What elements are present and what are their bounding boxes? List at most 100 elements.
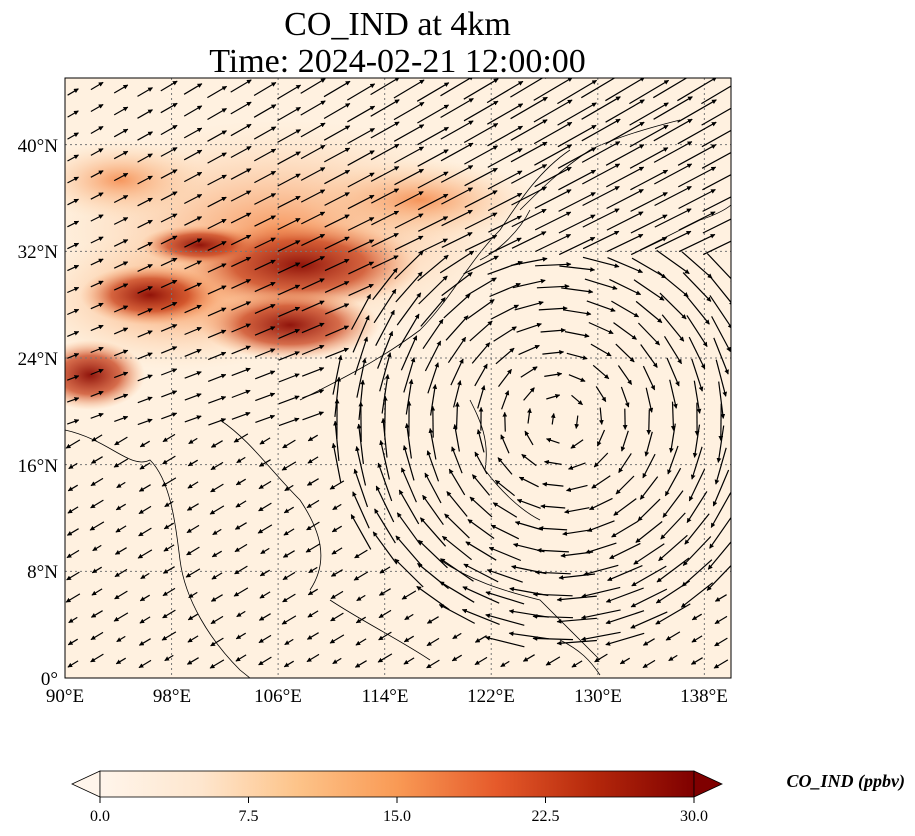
wind-vector <box>66 571 80 581</box>
wind-vector <box>258 613 271 621</box>
wind-vector <box>160 257 178 267</box>
wind-vector <box>210 615 224 625</box>
wind-vector <box>138 659 152 669</box>
wind-vector <box>254 370 276 380</box>
wind-vector <box>516 498 541 509</box>
colorbar-tick-label-15: 15.0 <box>383 808 411 825</box>
wind-vector <box>137 264 153 272</box>
wind-vector <box>605 632 645 646</box>
wind-vector <box>67 660 79 668</box>
wind-vector <box>642 659 656 669</box>
wind-vector <box>521 453 537 467</box>
wind-vector <box>207 329 227 339</box>
wind-vector <box>355 638 367 646</box>
wind-vector <box>307 434 319 442</box>
wind-vector <box>231 279 252 289</box>
wind-vector <box>137 131 153 141</box>
wind-vector <box>463 100 499 122</box>
wind-vector <box>207 107 227 121</box>
wind-vector <box>469 320 493 342</box>
wind-vector <box>160 147 178 157</box>
wind-vector <box>464 234 498 252</box>
wind-vector <box>701 85 731 105</box>
wind-vector <box>646 409 652 435</box>
wind-vector <box>637 322 661 346</box>
wind-vector <box>469 496 493 518</box>
wind-vector <box>595 386 607 403</box>
wind-vector <box>230 145 252 159</box>
wind-vector <box>65 439 81 449</box>
lat-tick-label-32: 32°N <box>18 242 59 263</box>
colorbar-tick-label-30: 30.0 <box>680 808 708 825</box>
wind-vector <box>401 467 417 503</box>
wind-vector <box>353 468 369 508</box>
wind-vector <box>207 218 227 230</box>
wind-vector <box>718 381 726 419</box>
wind-vector <box>467 299 495 319</box>
wind-vector <box>580 609 621 620</box>
wind-vector <box>90 390 104 397</box>
wind-vector <box>113 612 129 622</box>
wind-vector <box>477 385 486 409</box>
wind-vector <box>440 142 474 162</box>
wind-vector <box>677 144 717 166</box>
wind-vector <box>426 450 440 482</box>
wind-vector <box>67 264 80 272</box>
wind-vector <box>379 352 392 392</box>
wind-vector <box>665 631 681 641</box>
wind-vector <box>403 635 415 643</box>
wind-vector <box>332 657 342 665</box>
wind-vector <box>677 99 717 123</box>
wind-vector <box>682 272 712 302</box>
wind-vector <box>400 335 418 371</box>
wind-vector <box>137 396 153 404</box>
wind-vector <box>139 616 151 624</box>
wind-vector <box>485 591 525 605</box>
wind-vector <box>66 549 80 559</box>
wind-vector <box>301 211 326 225</box>
wind-vector <box>394 146 425 164</box>
wind-vector <box>582 256 620 268</box>
wind-vector <box>160 301 178 311</box>
wind-vector <box>162 433 176 443</box>
wind-vector <box>230 190 252 202</box>
wind-vector <box>211 572 223 580</box>
wind-vector <box>277 262 301 274</box>
wind-vector <box>566 484 588 492</box>
wind-vector <box>453 380 462 408</box>
wind-vector <box>90 280 104 288</box>
wind-vector <box>207 351 227 361</box>
wind-vector <box>324 214 350 228</box>
wind-vector <box>258 656 272 666</box>
wind-vector <box>485 635 525 648</box>
wind-vector <box>681 251 713 279</box>
wind-vector <box>67 286 80 294</box>
wind-vector <box>113 239 129 247</box>
wind-vector <box>254 304 276 314</box>
wind-vector <box>323 80 351 98</box>
wind-vector <box>534 144 573 166</box>
lon-tick-label-90: 90°E <box>46 686 84 707</box>
wind-vector <box>416 82 450 102</box>
wind-vector <box>639 476 659 500</box>
wind-vector <box>113 305 129 313</box>
wind-vector <box>630 192 668 212</box>
wind-vector <box>137 241 153 251</box>
wind-vector <box>89 521 105 531</box>
wind-vector <box>137 197 153 207</box>
wind-vector <box>394 191 424 207</box>
wind-vector <box>557 79 598 105</box>
wind-vector <box>186 524 200 534</box>
wind-vector <box>210 483 224 493</box>
wind-vector <box>283 506 295 514</box>
wind-vector <box>140 572 150 580</box>
wind-vector <box>417 104 450 124</box>
wind-vector <box>137 219 153 229</box>
map-plot-area <box>64 77 732 679</box>
wind-vector <box>394 250 424 280</box>
wind-vector <box>691 358 704 392</box>
wind-vector <box>207 174 227 186</box>
wind-vector <box>540 327 566 333</box>
wind-vector <box>325 347 349 359</box>
wind-vector <box>558 169 597 191</box>
